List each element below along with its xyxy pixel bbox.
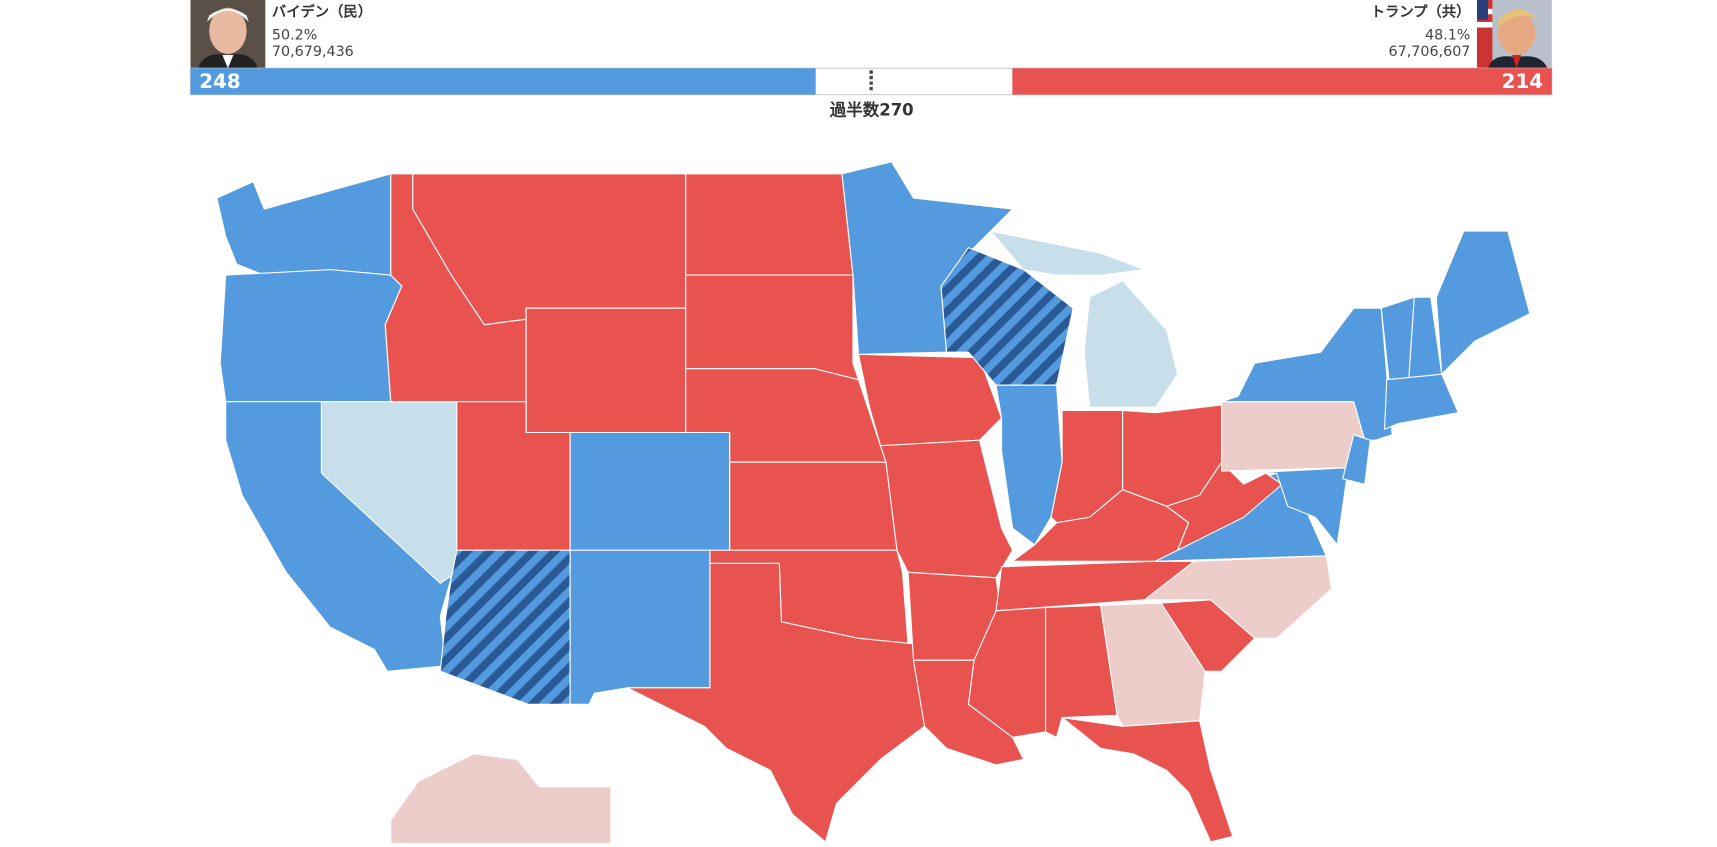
- state[interactable]: [626, 562, 926, 843]
- us-map: [216, 161, 1531, 847]
- state[interactable]: [569, 431, 731, 551]
- state[interactable]: [685, 173, 854, 276]
- popular-vote: 70,679,436: [272, 44, 354, 60]
- dem-electoral-votes: 248: [199, 70, 240, 93]
- state[interactable]: [390, 753, 612, 847]
- state[interactable]: [1144, 555, 1333, 639]
- candidate-name: バイデン（民）: [272, 3, 372, 21]
- state[interactable]: [1083, 280, 1179, 408]
- state[interactable]: [1383, 373, 1459, 430]
- state[interactable]: [879, 439, 1014, 579]
- popular-vote: 67,706,607: [1389, 44, 1471, 60]
- vote-share: 48.1%: [1425, 28, 1470, 44]
- vote-bar: 248 214: [190, 68, 1552, 95]
- state[interactable]: [569, 549, 711, 705]
- state[interactable]: [219, 269, 403, 403]
- rep-bar: [1012, 68, 1552, 95]
- state[interactable]: [439, 549, 571, 705]
- biden-photo: [190, 0, 266, 69]
- state[interactable]: [990, 230, 1146, 276]
- state[interactable]: [1061, 716, 1234, 843]
- state[interactable]: [685, 274, 860, 381]
- state[interactable]: [1221, 401, 1366, 472]
- state[interactable]: [857, 353, 1003, 447]
- majority-label: 過半数270: [830, 100, 914, 120]
- state[interactable]: [525, 307, 687, 434]
- state[interactable]: [729, 461, 898, 551]
- majority-text: 過半数: [830, 100, 880, 120]
- state[interactable]: [216, 173, 392, 276]
- state[interactable]: [995, 384, 1063, 546]
- vote-share: 50.2%: [272, 28, 317, 44]
- trump-photo: [1476, 0, 1552, 69]
- state[interactable]: [1435, 230, 1531, 375]
- state[interactable]: [1342, 434, 1371, 485]
- majority-number: 270: [879, 101, 913, 120]
- candidate-name: トランプ（共）: [1371, 4, 1471, 21]
- dem-bar: [190, 68, 816, 95]
- rep-electoral-votes: 214: [1502, 70, 1543, 93]
